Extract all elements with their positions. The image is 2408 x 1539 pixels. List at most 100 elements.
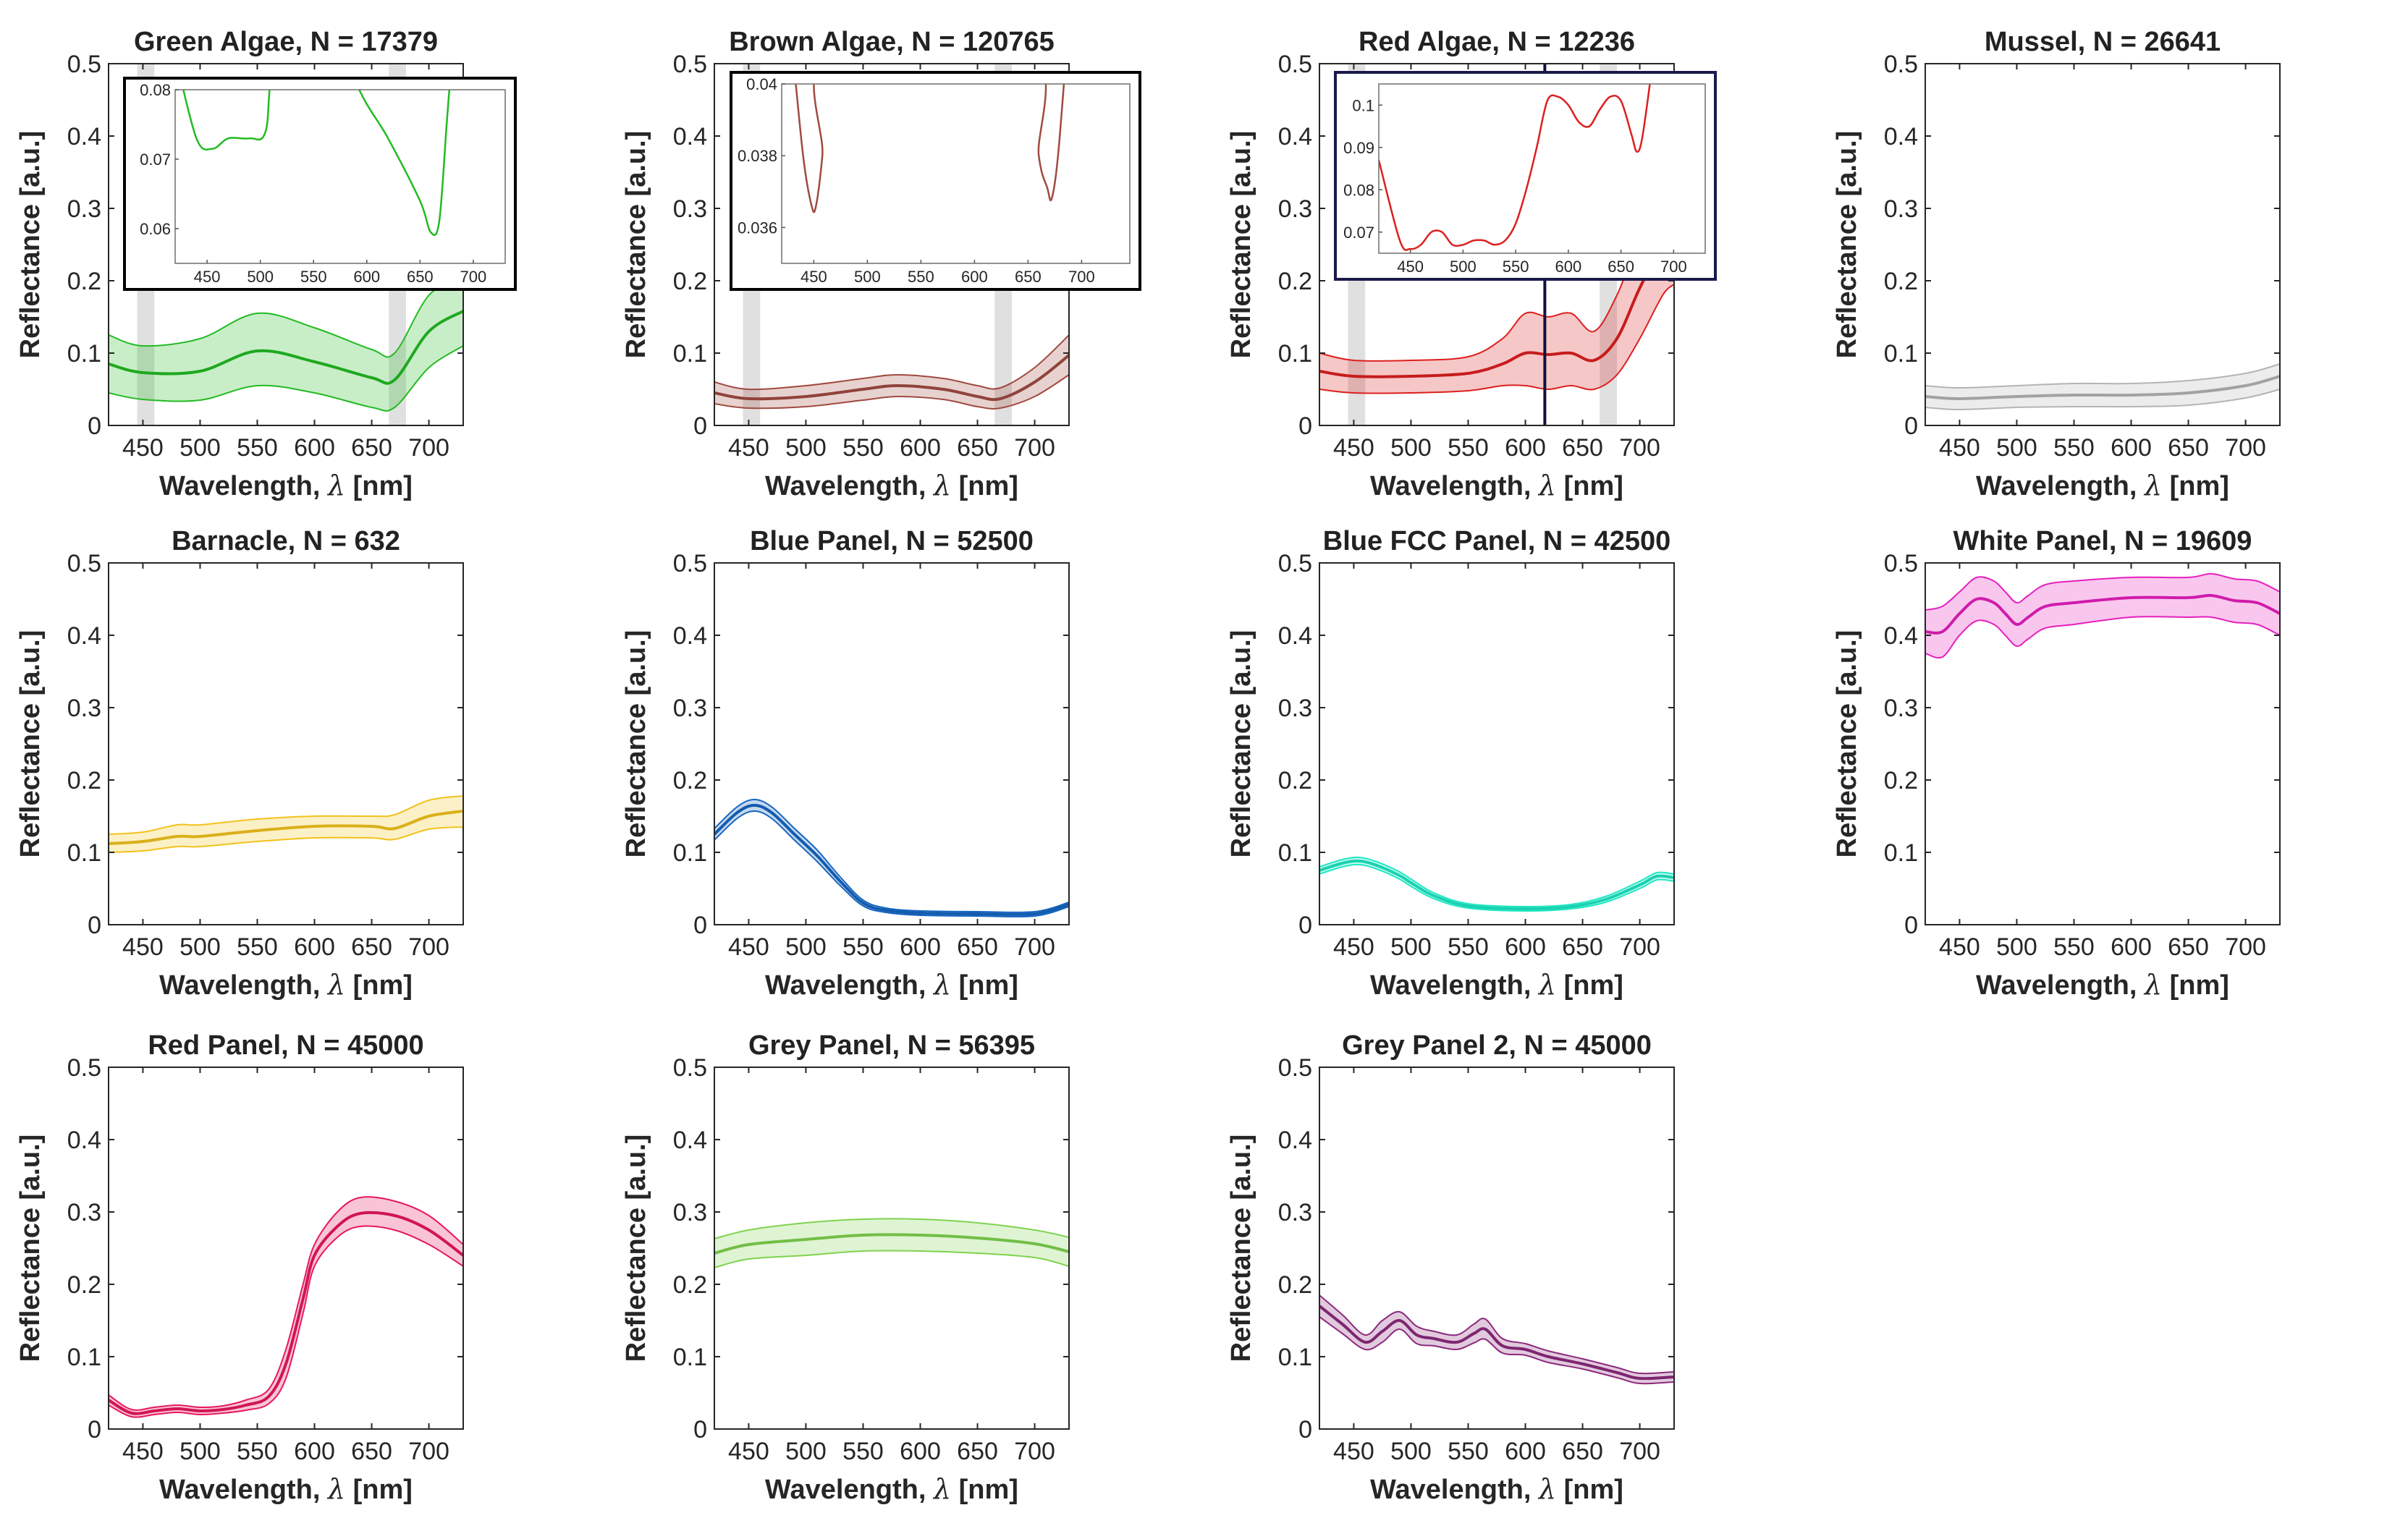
mean-series-line xyxy=(109,1211,463,1415)
y-tick-label: 0.4 xyxy=(67,123,101,150)
x-tick-label: 600 xyxy=(294,1438,335,1465)
y-axis-label: Reflectance [a.u.] xyxy=(621,131,651,359)
confidence-band xyxy=(1319,857,1674,912)
chart-panel: 450 500 550 600 650 700 0 0.1 0.2 0.3 0.4 0.5 Blue F… xyxy=(1226,526,1675,1001)
x-axis-label: Wavelength, λ [nm] xyxy=(1370,1473,1623,1505)
axes-box xyxy=(1319,1067,1675,1430)
y-tick-label: 0.1 xyxy=(1278,340,1312,368)
y-tick-label: 0.4 xyxy=(1278,123,1312,150)
chart-title: Red Panel, N = 45000 xyxy=(148,1030,423,1061)
x-tick-label: 450 xyxy=(728,434,769,462)
inset-series-line xyxy=(1379,84,1651,251)
x-tick-label: 450 xyxy=(1333,933,1374,961)
y-tick-label: 0.4 xyxy=(673,622,707,650)
y-tick-label: 0.2 xyxy=(673,268,707,295)
x-tick-label: 650 xyxy=(351,933,392,961)
axes-box xyxy=(108,1067,464,1430)
y-tick-label: 0.3 xyxy=(1884,195,1918,223)
chart-panel: 450 500 550 600 650 700 0 0.1 0.2 0.3 0.4 0.5 Red Pa… xyxy=(15,1030,464,1505)
upper-bound-line xyxy=(109,276,463,358)
y-axis-label: Reflectance [a.u.] xyxy=(621,630,651,858)
y-tick-label: 0.3 xyxy=(67,195,101,223)
confidence-band xyxy=(109,796,463,852)
y-tick-label: 0.5 xyxy=(673,1054,707,1082)
chart-title: Barnacle, N = 632 xyxy=(172,526,400,556)
chart-panel: 450 500 550 600 650 700 0 0.1 0.2 0.3 0.4 0.5 Grey P… xyxy=(1226,1030,1675,1505)
y-tick-label: 0.3 xyxy=(1278,1199,1312,1226)
x-axis-label: Wavelength, λ [nm] xyxy=(765,470,1018,501)
y-tick-label: 0.5 xyxy=(67,51,101,78)
chart-title: Grey Panel 2, N = 45000 xyxy=(1342,1030,1652,1061)
x-tick-label: 500 xyxy=(1390,434,1432,462)
x-tick-label: 700 xyxy=(2225,933,2266,961)
y-axis-label: Reflectance [a.u.] xyxy=(1832,131,1862,359)
x-tick-label: 700 xyxy=(1619,1438,1660,1465)
y-tick-label: 0.5 xyxy=(1278,1054,1312,1082)
axes-box xyxy=(714,1067,1070,1430)
y-tick-label: 0.3 xyxy=(673,1199,707,1226)
inset-x-tick-label: 450 xyxy=(194,268,221,286)
x-axis-label: Wavelength, λ [nm] xyxy=(1976,969,2229,1001)
y-tick-label: 0.2 xyxy=(1278,268,1312,295)
inset-x-tick-label: 600 xyxy=(961,268,988,286)
y-tick-label: 0 xyxy=(88,1416,101,1443)
x-tick-label: 450 xyxy=(1333,1438,1374,1465)
inset-frame xyxy=(123,77,517,291)
inset-y-tick-label: 0.04 xyxy=(746,75,777,93)
lower-bound-line xyxy=(1319,284,1674,394)
x-tick-label: 650 xyxy=(1562,434,1603,462)
y-tick-label: 0.4 xyxy=(673,1127,707,1154)
inset-y-tick-label: 0.07 xyxy=(1343,224,1374,242)
mean-series-line xyxy=(714,354,1069,402)
chart-title: Grey Panel, N = 56395 xyxy=(748,1030,1035,1061)
y-tick-label: 0.2 xyxy=(67,1271,101,1299)
x-tick-label: 450 xyxy=(728,1438,769,1465)
x-tick-label: 650 xyxy=(957,933,998,961)
x-tick-label: 650 xyxy=(1562,1438,1603,1465)
x-tick-label: 500 xyxy=(179,933,221,961)
y-tick-label: 0.5 xyxy=(67,1054,101,1082)
y-axis-label: Reflectance [a.u.] xyxy=(1226,131,1256,359)
x-tick-label: 700 xyxy=(408,1438,449,1465)
y-tick-label: 0 xyxy=(1298,912,1312,939)
x-tick-label: 550 xyxy=(237,434,278,462)
inset-y-tick-label: 0.09 xyxy=(1343,139,1374,157)
x-tick-label: 550 xyxy=(2053,434,2095,462)
x-tick-label: 450 xyxy=(122,434,164,462)
y-tick-label: 0.3 xyxy=(67,1199,101,1226)
inset-zoom: 450 500 550 600 650 700 0.07 0.08 0.09 0.1 xyxy=(1334,71,1717,281)
inset-series-line xyxy=(795,84,1065,213)
y-tick-label: 0.1 xyxy=(1884,340,1918,368)
x-tick-label: 550 xyxy=(1448,434,1489,462)
inset-frame xyxy=(1334,71,1717,281)
inset-y-tick-label: 0.036 xyxy=(738,219,777,237)
y-tick-label: 0.5 xyxy=(1278,550,1312,577)
x-tick-label: 450 xyxy=(122,1438,164,1465)
y-tick-label: 0.4 xyxy=(1278,622,1312,650)
mean-series-line xyxy=(1319,238,1674,378)
axes-box xyxy=(108,562,464,925)
x-tick-label: 700 xyxy=(2225,434,2266,462)
inset-x-tick-label: 550 xyxy=(908,268,934,286)
x-tick-label: 600 xyxy=(2111,933,2152,961)
y-tick-label: 0.4 xyxy=(673,123,707,150)
lower-bound-line xyxy=(1925,616,2280,659)
mean-series-line xyxy=(1925,375,2280,401)
inset-y-tick-label: 0.1 xyxy=(1352,96,1374,114)
inset-x-tick-label: 450 xyxy=(1397,258,1424,276)
inset-x-tick-label: 500 xyxy=(854,268,881,286)
inset-x-tick-label: 500 xyxy=(1450,258,1477,276)
inset-y-tick-label: 0.08 xyxy=(1343,181,1374,199)
y-axis-label: Reflectance [a.u.] xyxy=(15,1135,46,1362)
inset-y-tick-label: 0.06 xyxy=(140,220,171,238)
inset-zoom: 450 500 550 600 650 700 0.06 0.07 0.08 xyxy=(123,77,517,291)
x-tick-label: 550 xyxy=(842,1438,884,1465)
axes-box xyxy=(1925,562,2281,925)
x-axis-label: Wavelength, λ [nm] xyxy=(765,1473,1018,1505)
x-tick-label: 600 xyxy=(900,1438,941,1465)
x-tick-label: 600 xyxy=(1505,1438,1546,1465)
y-tick-label: 0.5 xyxy=(673,51,707,78)
lower-bound-line xyxy=(109,1225,463,1418)
x-tick-label: 650 xyxy=(351,1438,392,1465)
